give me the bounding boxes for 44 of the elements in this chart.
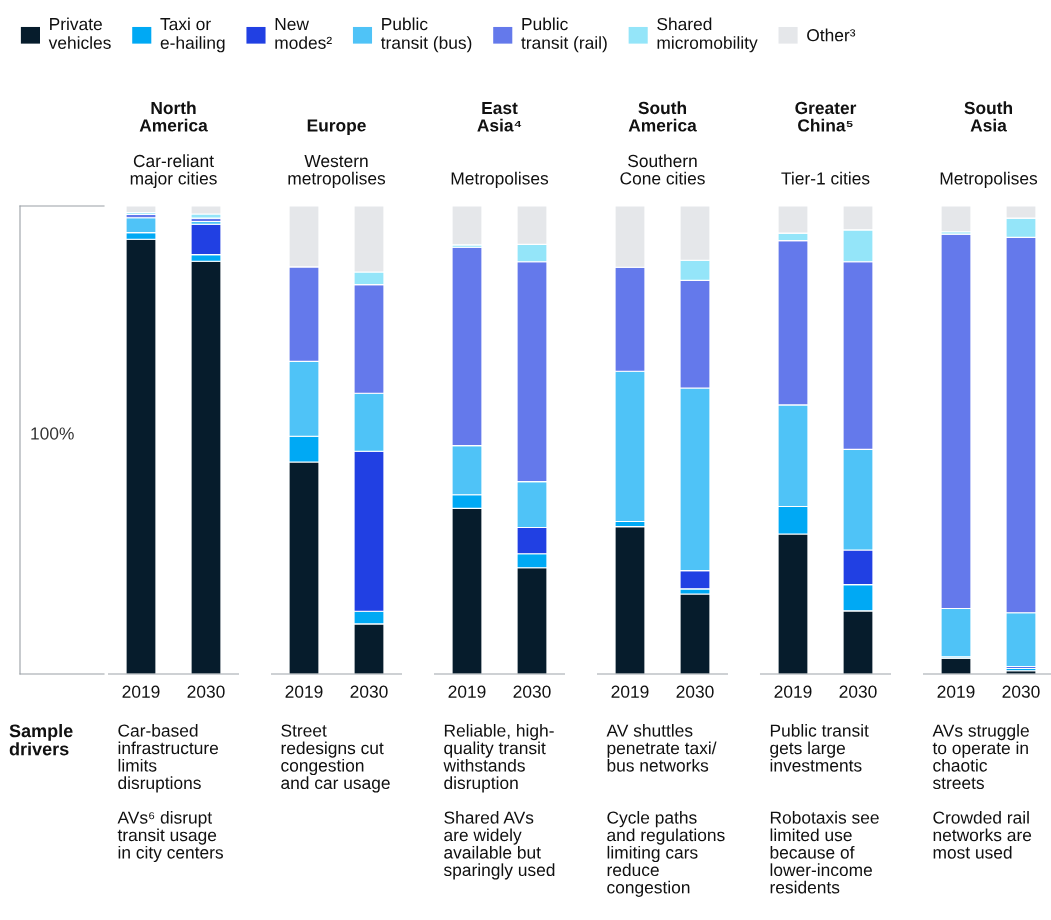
chart-title: South Asia xyxy=(964,101,1013,132)
text: 100% xyxy=(31,427,74,440)
chart-title: South America xyxy=(628,101,697,132)
chart-subtitle: Tier-1 cities xyxy=(781,171,870,185)
legend-label: Private vehicles xyxy=(48,17,111,49)
text: Cycle paths and regulations limiting cars reduce congestion xyxy=(607,811,725,897)
x-tick-label: 2019 xyxy=(448,685,486,698)
x-tick-label: 2030 xyxy=(187,685,225,698)
text: Sample drivers xyxy=(9,724,73,756)
legend-label: Public transit (rail) xyxy=(521,17,607,53)
chart-subtitle: Western metropolises xyxy=(288,155,386,188)
legend-label: Public transit (bus) xyxy=(380,17,472,53)
x-tick-label: 2030 xyxy=(676,685,714,698)
legend-label: Other³ xyxy=(807,28,856,42)
text: Public transit gets large investments xyxy=(770,724,869,772)
x-tick-label: 2019 xyxy=(285,685,323,698)
chart-subtitle: Metropolises xyxy=(940,171,1038,188)
legend-label: Taxi or e-hailing xyxy=(160,17,225,53)
text: AV shuttles penetrate taxi/ bus networks xyxy=(606,724,717,772)
chart-subtitle: Car-reliant major cities xyxy=(130,154,217,188)
chart-title: North America xyxy=(139,101,208,132)
text: Shared AVs are widely available but sparingly used xyxy=(443,811,555,880)
legend-label: New modes² xyxy=(275,18,332,49)
text: AVs struggle to operate in chaotic streets xyxy=(932,724,1029,790)
x-tick-label: 2030 xyxy=(839,685,877,698)
text: AVs⁶ disrupt transit usage in city centers xyxy=(117,811,224,863)
chart-title: Greater China⁵ xyxy=(795,101,857,132)
x-tick-label: 2030 xyxy=(350,685,388,698)
x-tick-label: 2030 xyxy=(513,685,551,698)
x-tick-label: 2019 xyxy=(122,685,160,698)
x-tick-label: 2030 xyxy=(1002,685,1040,698)
chart-subtitle: Metropolises xyxy=(451,171,549,188)
x-tick-label: 2019 xyxy=(774,685,812,698)
legend-label: Shared micromobility xyxy=(657,17,758,53)
x-tick-label: 2019 xyxy=(937,685,975,698)
x-tick-label: 2019 xyxy=(611,685,649,698)
text: Car-based infrastructure limits disruptions xyxy=(118,724,219,793)
chart-title: Europe xyxy=(307,119,366,135)
chart-title: East Asia⁴ xyxy=(477,102,522,132)
text: Reliable, high- quality transit withstands disruption xyxy=(443,724,554,793)
text: Street redesigns cut congestion and car usage xyxy=(281,724,390,793)
chart-subtitle: Southern Cone cities xyxy=(620,154,705,185)
text: Crowded rail networks are most used xyxy=(933,811,1032,859)
text: Robotaxis see limited use because of lower-income residents xyxy=(770,811,879,894)
